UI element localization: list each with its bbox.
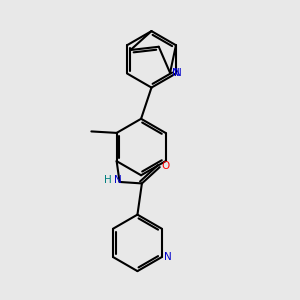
Text: N: N (114, 176, 122, 185)
Text: N: N (164, 252, 172, 262)
Text: O: O (161, 160, 169, 171)
Text: H: H (104, 176, 112, 185)
Text: N: N (174, 68, 181, 79)
Text: N: N (172, 68, 179, 78)
